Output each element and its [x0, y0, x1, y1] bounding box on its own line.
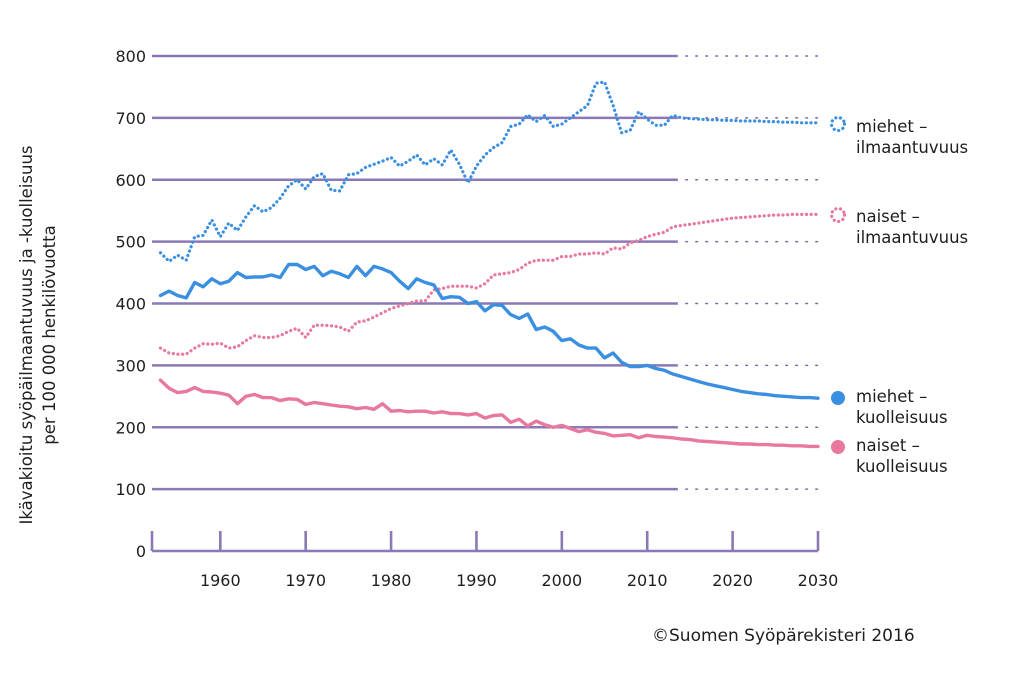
series-line-men_mortality	[158, 262, 820, 400]
copyright-credit: ©Suomen Syöpärekisteri 2016	[652, 626, 915, 646]
x-tick-label: 2000	[541, 571, 582, 590]
series-line-men_incidence	[158, 80, 820, 263]
legend-marker-men_incidence	[829, 115, 847, 133]
legend-label: ilmaantuvuus	[856, 228, 969, 247]
legend-label: miehet –	[856, 117, 928, 136]
legend-label: naiset –	[856, 207, 920, 226]
gridlines	[152, 54, 819, 491]
x-tick-label: 1990	[456, 571, 497, 590]
y-tick-label: 800	[115, 47, 146, 66]
legend-markers	[829, 115, 847, 454]
x-axis: 1960 1970 1980 1990 2000 2010 2020 2030	[150, 531, 839, 590]
series-line-women_mortality	[158, 378, 820, 449]
x-tick-label: 2030	[798, 571, 839, 590]
y-tick-label: 400	[115, 295, 146, 314]
y-tick-label: 0	[136, 542, 146, 561]
legend-label: ilmaantuvuus	[856, 138, 969, 157]
y-tick-label: 200	[115, 418, 146, 437]
y-axis-label-line-1: Ikävakioitu syöpäilmaantuvuus ja -kuolle…	[17, 145, 36, 525]
legend-women-mortality: naiset – kuolleisuus	[856, 435, 948, 477]
x-tick-label: 1980	[371, 571, 412, 590]
series-group	[158, 80, 820, 449]
y-tick-label: 500	[115, 233, 146, 252]
legend-women-incidence: naiset – ilmaantuvuus	[856, 206, 968, 248]
legend-marker-women_incidence	[829, 206, 847, 224]
y-axis-label-line-2: per 100 000 henkilövuotta	[40, 225, 59, 445]
legend-marker-men_mortality	[831, 391, 845, 405]
legend-label: kuolleisuus	[856, 457, 948, 476]
x-tick-label: 1960	[200, 571, 241, 590]
legend-label: miehet –	[856, 387, 928, 406]
x-tick-label: 2010	[627, 571, 668, 590]
legend-label: kuolleisuus	[856, 408, 948, 427]
y-tick-label: 700	[115, 109, 146, 128]
y-tick-label: 600	[115, 171, 146, 190]
y-tick-label: 100	[115, 480, 146, 499]
x-tick-label: 1970	[285, 571, 326, 590]
series-line-women_incidence	[158, 212, 820, 356]
x-tick-label: 2020	[712, 571, 753, 590]
legend-men-mortality: miehet – kuolleisuus	[856, 386, 948, 428]
y-tick-labels: 0 100 200 300 400 500 600 700 800	[115, 47, 146, 561]
legend-label: naiset –	[856, 436, 920, 455]
y-tick-label: 300	[115, 356, 146, 375]
legend-men-incidence: miehet – ilmaantuvuus	[856, 116, 968, 158]
legend-marker-women_mortality	[831, 440, 845, 454]
